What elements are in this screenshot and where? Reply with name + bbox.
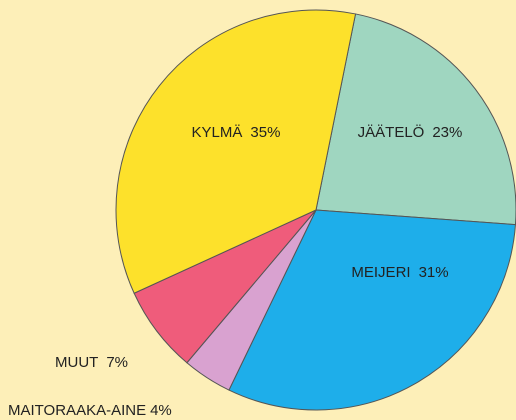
slice-value: 7% [106, 354, 128, 371]
slice-label: KYLMÄ 35% [192, 124, 281, 141]
slice-category: KYLMÄ [192, 124, 243, 141]
slice-category: JÄÄTELÖ [358, 123, 425, 141]
slice-value: 4% [150, 402, 172, 419]
slice-value: 23% [432, 124, 462, 141]
slice-value: 31% [419, 264, 449, 281]
slice-label: MUUT 7% [55, 354, 128, 371]
pie-slice [115, 9, 357, 294]
pie-slice [228, 209, 516, 411]
slice-label: MEIJERI 31% [351, 264, 448, 281]
pie-slice [315, 13, 516, 226]
slice-label: MAITORAAKA-AINE 4% [8, 402, 172, 419]
slice-category: MAITORAAKA-AINE [8, 402, 146, 419]
slice-label: JÄÄTELÖ 23% [358, 123, 463, 141]
slice-value: 35% [250, 124, 280, 141]
slice-category: MUUT [55, 354, 98, 371]
slice-category: MEIJERI [351, 264, 410, 281]
